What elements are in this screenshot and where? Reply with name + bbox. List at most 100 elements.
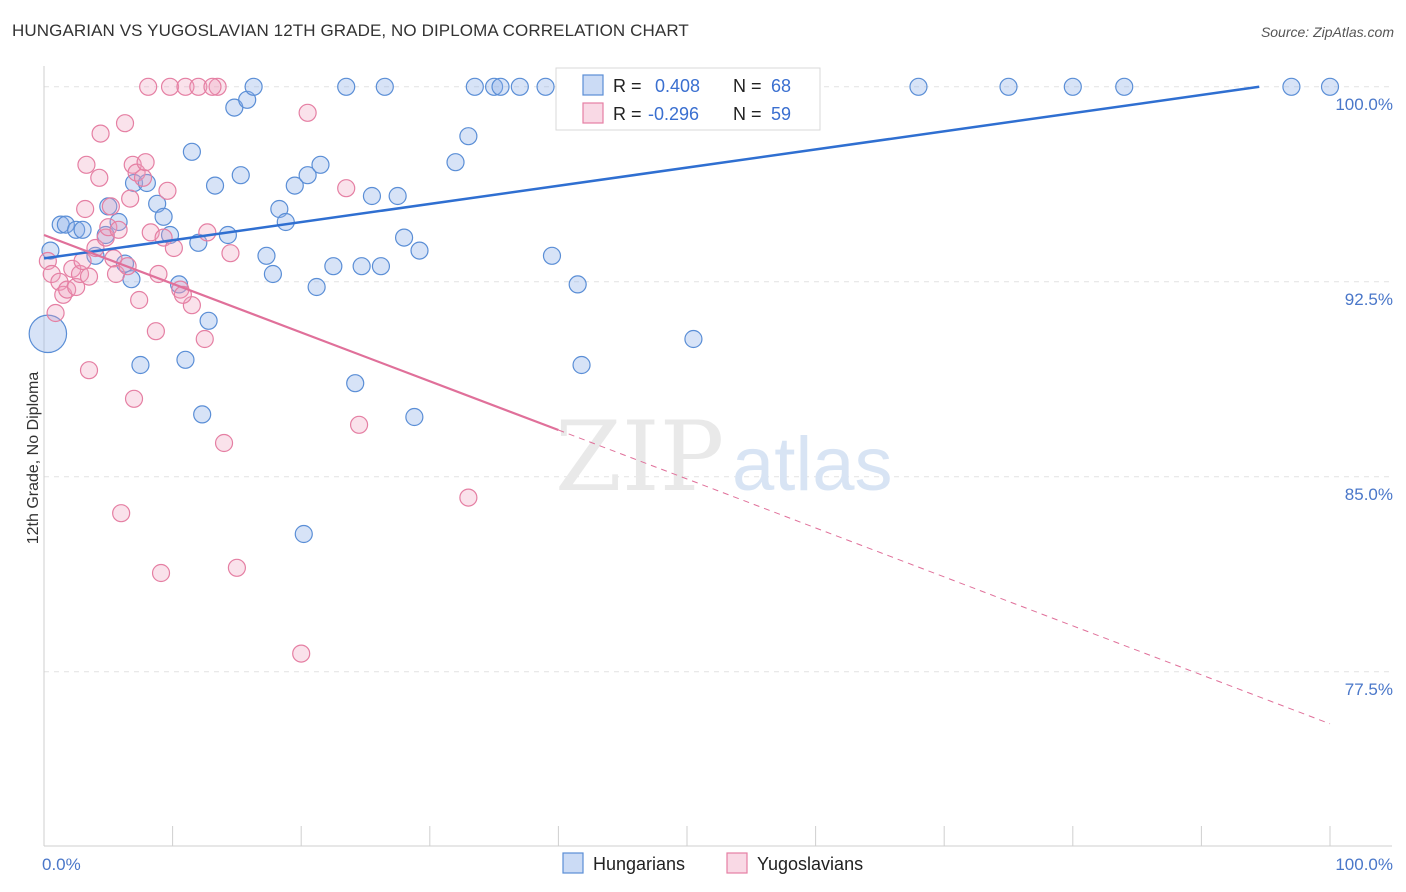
point-hungarians-42 <box>352 257 371 276</box>
point-hungarians-31 <box>263 264 283 284</box>
point-hungarians-39 <box>324 257 343 276</box>
y-tick-label-3: 77.5% <box>1345 680 1393 699</box>
legend-swatch-yugoslavians <box>582 102 604 124</box>
point-hungarians-21 <box>189 233 208 252</box>
point-hungarians-64 <box>1063 77 1082 96</box>
point-yugoslavians-1 <box>42 264 61 284</box>
point-hungarians-48 <box>405 407 424 427</box>
point-yugoslavians-52 <box>298 103 317 122</box>
x-tick-label-1: 100.0% <box>1335 855 1393 874</box>
point-hungarians-41 <box>346 374 365 393</box>
point-hungarians-43 <box>362 186 382 206</box>
point-yugoslavians-11 <box>79 267 99 286</box>
point-hungarians-65 <box>1115 77 1134 96</box>
point-hungarians-59 <box>572 355 591 375</box>
point-hungarians-25 <box>218 225 237 245</box>
bottom-legend-label-yugoslavians: Yugoslavians <box>757 854 863 874</box>
point-yugoslavians-49 <box>221 244 240 263</box>
point-yugoslavians-43 <box>176 77 195 96</box>
legend-n-label-yugoslavians: N = <box>733 104 762 124</box>
trend-line-hungarians <box>43 85 1260 260</box>
point-yugoslavians-40 <box>160 77 180 96</box>
point-yugoslavians-55 <box>459 488 478 507</box>
y-axis-title: 12th Grade, No Diploma <box>25 372 42 545</box>
watermark: ZIP atlas <box>555 401 893 513</box>
point-hungarians-0 <box>28 314 68 354</box>
point-hungarians-62 <box>909 77 928 96</box>
point-hungarians-22 <box>193 405 212 424</box>
x-tick-label-0: 0.0% <box>42 855 81 874</box>
point-hungarians-9 <box>109 212 128 232</box>
source-label: Source: ZipAtlas.com <box>1260 24 1394 40</box>
point-hungarians-56 <box>536 77 555 96</box>
point-hungarians-34 <box>285 176 304 195</box>
legend-r-label-yugoslavians: R = <box>613 104 642 124</box>
watermark-atlas: atlas <box>732 422 893 507</box>
point-yugoslavians-45 <box>189 77 208 96</box>
series-hungarians <box>28 77 1340 544</box>
y-tick-label-0: 100.0% <box>1335 95 1393 114</box>
point-hungarians-52 <box>465 77 484 96</box>
point-hungarians-55 <box>510 77 529 96</box>
point-yugoslavians-13 <box>79 361 99 380</box>
point-hungarians-37 <box>307 277 326 297</box>
point-yugoslavians-16 <box>91 124 110 143</box>
point-hungarians-57 <box>542 246 562 265</box>
legend-r-hungarians: 0.408 <box>655 76 700 96</box>
point-hungarians-38 <box>311 155 330 174</box>
legend-r-label-hungarians: R = <box>613 76 642 96</box>
bottom-legend-swatch-hungarians <box>562 852 584 874</box>
trend-line-yugoslavians <box>43 233 559 432</box>
point-hungarians-46 <box>388 186 407 206</box>
point-yugoslavians-54 <box>349 415 369 434</box>
point-hungarians-58 <box>568 275 587 294</box>
point-hungarians-13 <box>131 355 150 375</box>
point-yugoslavians-35 <box>146 322 165 341</box>
point-hungarians-24 <box>205 176 225 195</box>
bottom-legend-swatch-yugoslavians <box>726 852 748 874</box>
point-hungarians-5 <box>73 220 92 239</box>
point-yugoslavians-50 <box>227 558 246 577</box>
point-yugoslavians-53 <box>337 179 356 198</box>
point-hungarians-54 <box>491 77 510 96</box>
point-yugoslavians-31 <box>133 168 153 187</box>
point-hungarians-27 <box>231 166 250 185</box>
legend-r-yugoslavians: -0.296 <box>648 104 699 124</box>
point-hungarians-47 <box>394 228 414 247</box>
point-yugoslavians-56 <box>173 285 192 304</box>
point-hungarians-20 <box>182 142 201 161</box>
legend-n-label-hungarians: N = <box>733 76 762 96</box>
tick-labels: 100.0% 92.5% 85.0% 77.5% 0.0% 100.0% <box>42 95 1393 874</box>
point-yugoslavians-28 <box>124 389 144 408</box>
point-yugoslavians-10 <box>76 199 95 219</box>
point-hungarians-60 <box>684 329 703 349</box>
point-hungarians-53 <box>485 77 504 96</box>
point-yugoslavians-51 <box>292 644 311 663</box>
point-yugoslavians-18 <box>99 218 118 237</box>
point-hungarians-40 <box>337 77 356 96</box>
point-yugoslavians-15 <box>90 168 109 187</box>
point-hungarians-35 <box>294 524 313 544</box>
legend-n-yugoslavians: 59 <box>771 104 791 124</box>
point-yugoslavians-37 <box>151 563 171 583</box>
point-hungarians-4 <box>67 220 86 239</box>
point-hungarians-51 <box>459 127 478 146</box>
point-hungarians-63 <box>999 77 1018 96</box>
legend-n-hungarians: 68 <box>771 76 791 96</box>
point-yugoslavians-46 <box>195 329 214 349</box>
point-yugoslavians-33 <box>139 77 158 96</box>
point-hungarians-19 <box>176 350 195 369</box>
point-hungarians-67 <box>1282 77 1301 96</box>
point-hungarians-30 <box>257 246 276 265</box>
point-hungarians-1 <box>41 241 60 260</box>
trend-lines <box>43 85 1331 725</box>
point-hungarians-3 <box>56 215 75 234</box>
point-yugoslavians-30 <box>130 290 149 310</box>
watermark-zip: ZIP <box>555 401 724 513</box>
legend-swatch-hungarians <box>582 74 604 96</box>
point-hungarians-16 <box>154 207 173 226</box>
point-hungarians-29 <box>244 77 263 96</box>
point-yugoslavians-2 <box>46 303 65 323</box>
point-hungarians-66 <box>1320 77 1340 96</box>
